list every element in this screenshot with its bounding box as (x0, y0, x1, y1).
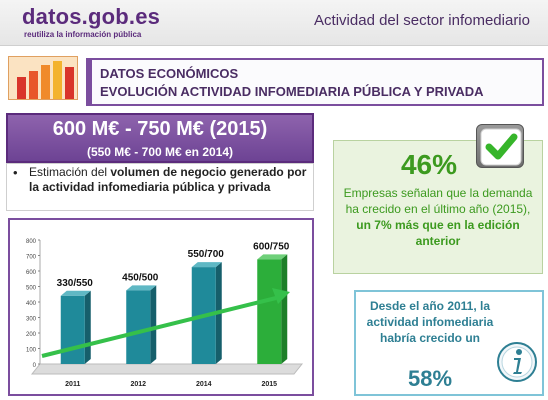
bar-chart-icon (8, 56, 78, 100)
value-range-main: 600 M€ - 750 M€ (2015) (52, 118, 268, 140)
y-tick-label: 300 (26, 317, 37, 323)
y-tick-label: 100 (26, 348, 37, 354)
estimate-note: • Estimación del volumen de negocio gene… (6, 163, 314, 211)
value-range-previous: (550 M€ - 700 M€ en 2014) (86, 145, 234, 159)
data-label: 450/500 (122, 272, 159, 283)
section-header: DATOS ECONÓMICOS EVOLUCIÓN ACTIVIDAD INF… (86, 58, 544, 106)
y-tick-label: 700 (26, 255, 37, 261)
activity-growth-text: Desde el año 2011, la actividad infomedi… (366, 299, 494, 345)
logo[interactable]: datos.gob.es (22, 4, 161, 29)
trend-arrow-head (272, 288, 290, 304)
y-tick-label: 0 (33, 363, 37, 369)
info-icon (495, 340, 539, 384)
x-tick-label: 2015 (261, 381, 277, 388)
value-range-box: 600 M€ - 750 M€ (2015) (550 M€ - 700 M€ … (6, 113, 314, 163)
y-tick-label: 400 (26, 301, 37, 307)
data-label: 550/700 (188, 249, 225, 260)
chart-floor (30, 363, 304, 375)
logo-tagline: reutiliza la información pública (24, 30, 142, 39)
bar (60, 295, 85, 364)
header-bar (0, 0, 548, 46)
trend-arrow-icon (41, 296, 277, 358)
x-tick-label: 2012 (130, 381, 146, 388)
estimate-text: Estimación del volumen de negocio genera… (29, 165, 309, 195)
bar-top (126, 285, 157, 291)
section-title: DATOS ECONÓMICOS (100, 66, 239, 81)
y-tick-label: 800 (26, 239, 37, 245)
section-subtitle: EVOLUCIÓN ACTIVIDAD INFOMEDIARIA PÚBLICA… (100, 84, 484, 99)
check-icon (476, 124, 524, 168)
bar-top (60, 290, 91, 296)
y-tick-label: 500 (26, 286, 37, 292)
bar (257, 259, 282, 364)
estimate-bold: volumen de negocio generado por la activ… (29, 165, 307, 194)
demand-growth-description: Empresas señalan que la demanda ha creci… (343, 186, 533, 216)
y-tick-label: 200 (26, 332, 37, 338)
bar (126, 290, 151, 364)
x-tick-label: 2011 (65, 381, 80, 388)
bar-side (84, 290, 91, 364)
demand-growth-value: 46% (400, 149, 458, 180)
data-label: 330/550 (57, 278, 94, 289)
bar-side (281, 254, 288, 364)
bullet: • (13, 165, 18, 180)
activity-growth-value: 58% (407, 366, 453, 391)
slide-title: Actividad del sector infomediario (314, 12, 530, 29)
bar-side (150, 285, 157, 364)
estimate-prefix: Estimación del (29, 165, 111, 179)
bar-top (191, 262, 222, 268)
y-tick-label: 600 (26, 270, 37, 276)
x-tick-label: 2014 (196, 381, 212, 388)
bar-top (257, 254, 288, 260)
demand-growth-text: Empresas señalan que la demanda ha creci… (340, 185, 536, 249)
data-label: 600/750 (253, 241, 290, 252)
bar-chart: 0 100 200 300 400 500 600 700 800 330/550 2011 450/… (8, 218, 314, 396)
demand-growth-box: 46% Empresas señalan que la demanda ha c… (333, 140, 543, 274)
demand-growth-emphasis: un 7% más que en la edición anterior (356, 218, 520, 248)
